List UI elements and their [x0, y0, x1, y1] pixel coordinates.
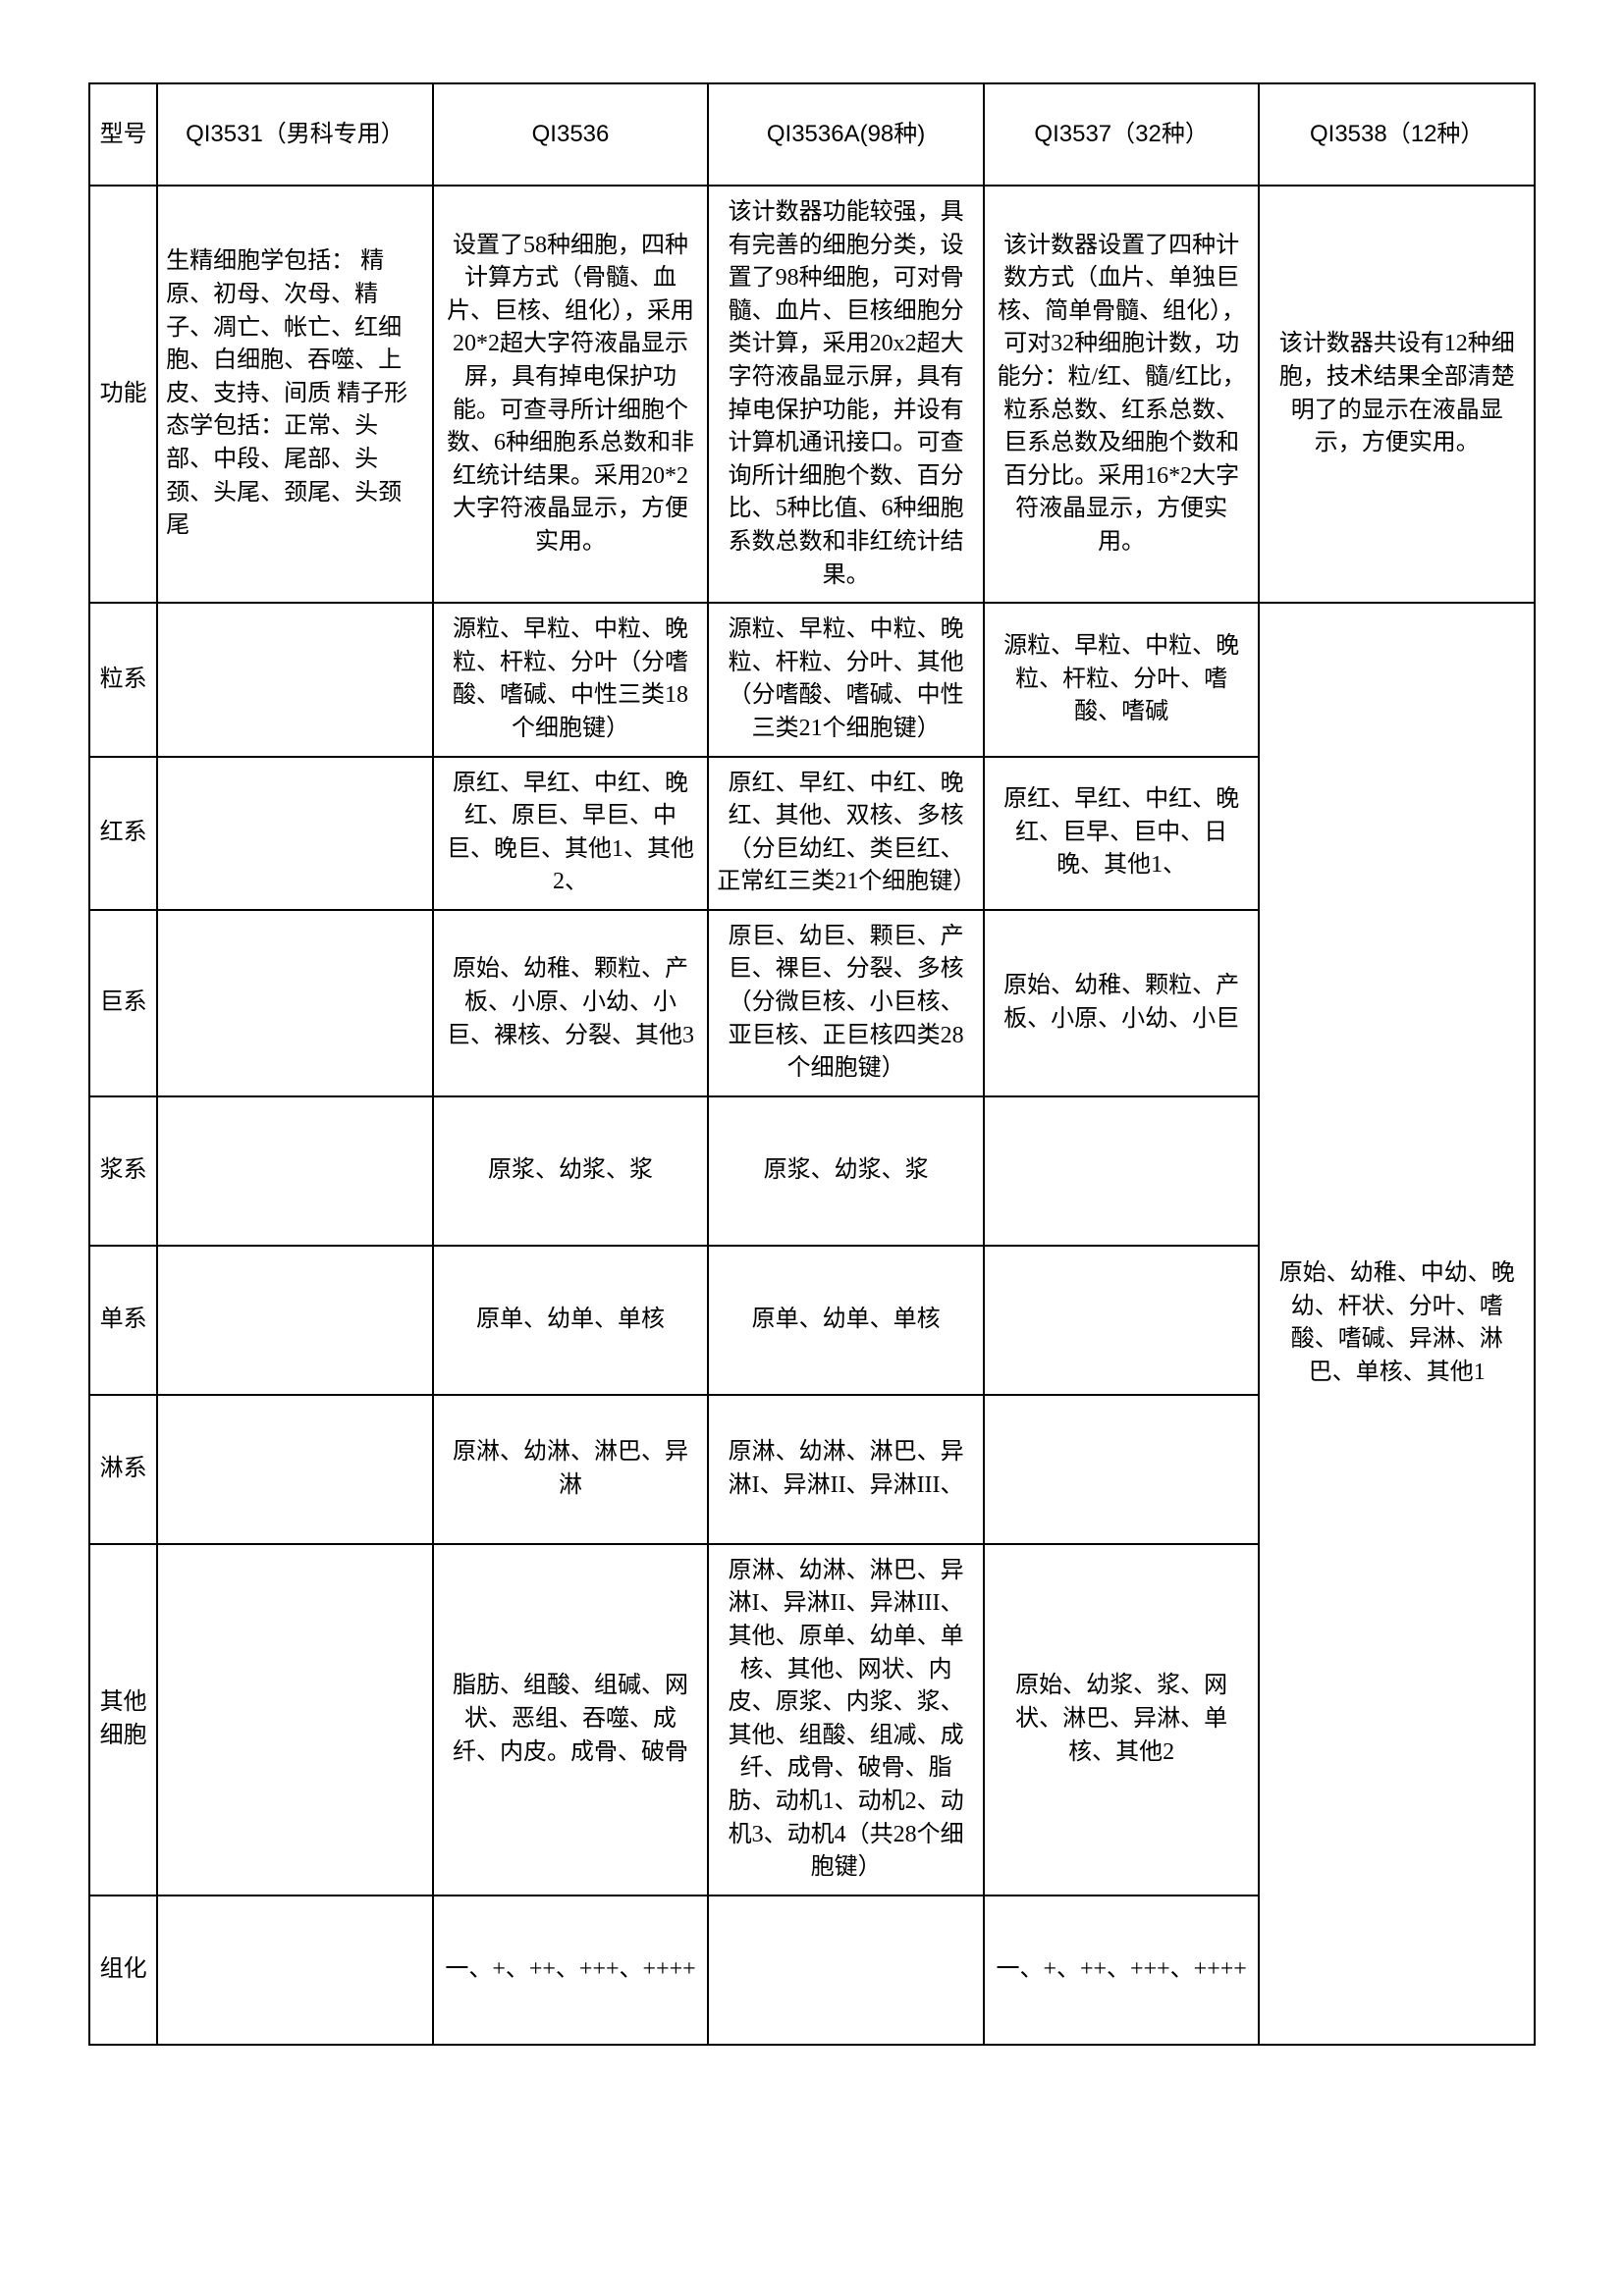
cell-lixi-2: 源粒、早粒、中粒、晚粒、杆粒、分叶、其他（分嗜酸、嗜碱、中性三类21个细胞键）: [708, 603, 984, 756]
cell-qita-2: 原淋、幼淋、淋巴、异淋I、异淋II、异淋III、其他、原单、幼单、单核、其他、网…: [708, 1544, 984, 1896]
cell-function-1: 设置了58种细胞，四种计算方式（骨髓、血片、巨核、组化），采用20*2超大字符液…: [433, 186, 709, 603]
cell-lixi-3: 源粒、早粒、中粒、晚粒、杆粒、分叶、嗜酸、嗜碱: [984, 603, 1260, 756]
cell-hongxi-0: [157, 757, 433, 910]
cell-qita-3: 原始、幼浆、浆、网状、淋巴、异淋、单核、其他2: [984, 1544, 1260, 1896]
label-juxi: 巨系: [89, 910, 157, 1096]
cell-juxi-0: [157, 910, 433, 1096]
cell-jiangxi-2: 原浆、幼浆、浆: [708, 1096, 984, 1246]
cell-merged-last-col: 原始、幼稚、中幼、晚幼、杆状、分叶、嗜酸、嗜碱、异淋、淋巴、单核、其他1: [1259, 603, 1535, 2045]
row-function: 功能 生精细胞学包括： 精原、初母、次母、精子、凋亡、帐亡、红细胞、白细胞、吞噬…: [89, 186, 1535, 603]
spec-table: 型号 QI3531（男科专用） QI3536 QI3536A(98种) QI35…: [88, 82, 1536, 2046]
cell-lixi-1: 源粒、早粒、中粒、晚粒、杆粒、分叶（分嗜酸、嗜碱、中性三类18个细胞键）: [433, 603, 709, 756]
cell-zuhua-3: 一、+、++、+++、++++: [984, 1896, 1260, 2045]
cell-linxi-1: 原淋、幼淋、淋巴、异淋: [433, 1395, 709, 1544]
cell-zuhua-2: [708, 1896, 984, 2045]
label-hongxi: 红系: [89, 757, 157, 910]
cell-linxi-0: [157, 1395, 433, 1544]
cell-function-3: 该计数器设置了四种计数方式（血片、单独巨核、简单骨髓、组化），可对32种细胞计数…: [984, 186, 1260, 603]
label-danxi: 单系: [89, 1246, 157, 1395]
cell-linxi-3: [984, 1395, 1260, 1544]
header-col-1: QI3536: [433, 83, 709, 186]
cell-zuhua-1: 一、+、++、+++、++++: [433, 1896, 709, 2045]
cell-qita-0: [157, 1544, 433, 1896]
header-col-4: QI3538（12种）: [1259, 83, 1535, 186]
row-lixi: 粒系 源粒、早粒、中粒、晚粒、杆粒、分叶（分嗜酸、嗜碱、中性三类18个细胞键） …: [89, 603, 1535, 756]
cell-function-0: 生精细胞学包括： 精原、初母、次母、精子、凋亡、帐亡、红细胞、白细胞、吞噬、上皮…: [157, 186, 433, 603]
label-jiangxi: 浆系: [89, 1096, 157, 1246]
cell-danxi-0: [157, 1246, 433, 1395]
label-qita: 其他细胞: [89, 1544, 157, 1896]
cell-jiangxi-1: 原浆、幼浆、浆: [433, 1096, 709, 1246]
header-col-0: QI3531（男科专用）: [157, 83, 433, 186]
cell-hongxi-2: 原红、早红、中红、晚红、其他、双核、多核（分巨幼红、类巨红、正常红三类21个细胞…: [708, 757, 984, 910]
cell-danxi-2: 原单、幼单、单核: [708, 1246, 984, 1395]
header-col-2: QI3536A(98种): [708, 83, 984, 186]
cell-lixi-0: [157, 603, 433, 756]
cell-function-4: 该计数器共设有12种细胞，技术结果全部清楚明了的显示在液晶显示，方便实用。: [1259, 186, 1535, 603]
label-function: 功能: [89, 186, 157, 603]
cell-juxi-2: 原巨、幼巨、颗巨、产巨、裸巨、分裂、多核（分微巨核、小巨核、亚巨核、正巨核四类2…: [708, 910, 984, 1096]
cell-linxi-2: 原淋、幼淋、淋巴、异淋I、异淋II、异淋III、: [708, 1395, 984, 1544]
cell-hongxi-3: 原红、早红、中红、晚红、巨早、巨中、日晚、其他1、: [984, 757, 1260, 910]
label-linxi: 淋系: [89, 1395, 157, 1544]
header-col-3: QI3537（32种）: [984, 83, 1260, 186]
label-zuhua: 组化: [89, 1896, 157, 2045]
label-lixi: 粒系: [89, 603, 157, 756]
cell-juxi-3: 原始、幼稚、颗粒、产板、小原、小幼、小巨: [984, 910, 1260, 1096]
cell-qita-1: 脂肪、组酸、组碱、网状、恶组、吞噬、成纤、内皮。成骨、破骨: [433, 1544, 709, 1896]
cell-jiangxi-3: [984, 1096, 1260, 1246]
cell-jiangxi-0: [157, 1096, 433, 1246]
header-row: 型号 QI3531（男科专用） QI3536 QI3536A(98种) QI35…: [89, 83, 1535, 186]
cell-danxi-1: 原单、幼单、单核: [433, 1246, 709, 1395]
cell-danxi-3: [984, 1246, 1260, 1395]
page-container: 型号 QI3531（男科专用） QI3536 QI3536A(98种) QI35…: [0, 0, 1624, 2128]
header-label: 型号: [89, 83, 157, 186]
cell-hongxi-1: 原红、早红、中红、晚红、原巨、早巨、中巨、晚巨、其他1、其他2、: [433, 757, 709, 910]
cell-juxi-1: 原始、幼稚、颗粒、产板、小原、小幼、小巨、裸核、分裂、其他3: [433, 910, 709, 1096]
cell-function-2: 该计数器功能较强，具有完善的细胞分类，设置了98种细胞，可对骨髓、血片、巨核细胞…: [708, 186, 984, 603]
cell-zuhua-0: [157, 1896, 433, 2045]
